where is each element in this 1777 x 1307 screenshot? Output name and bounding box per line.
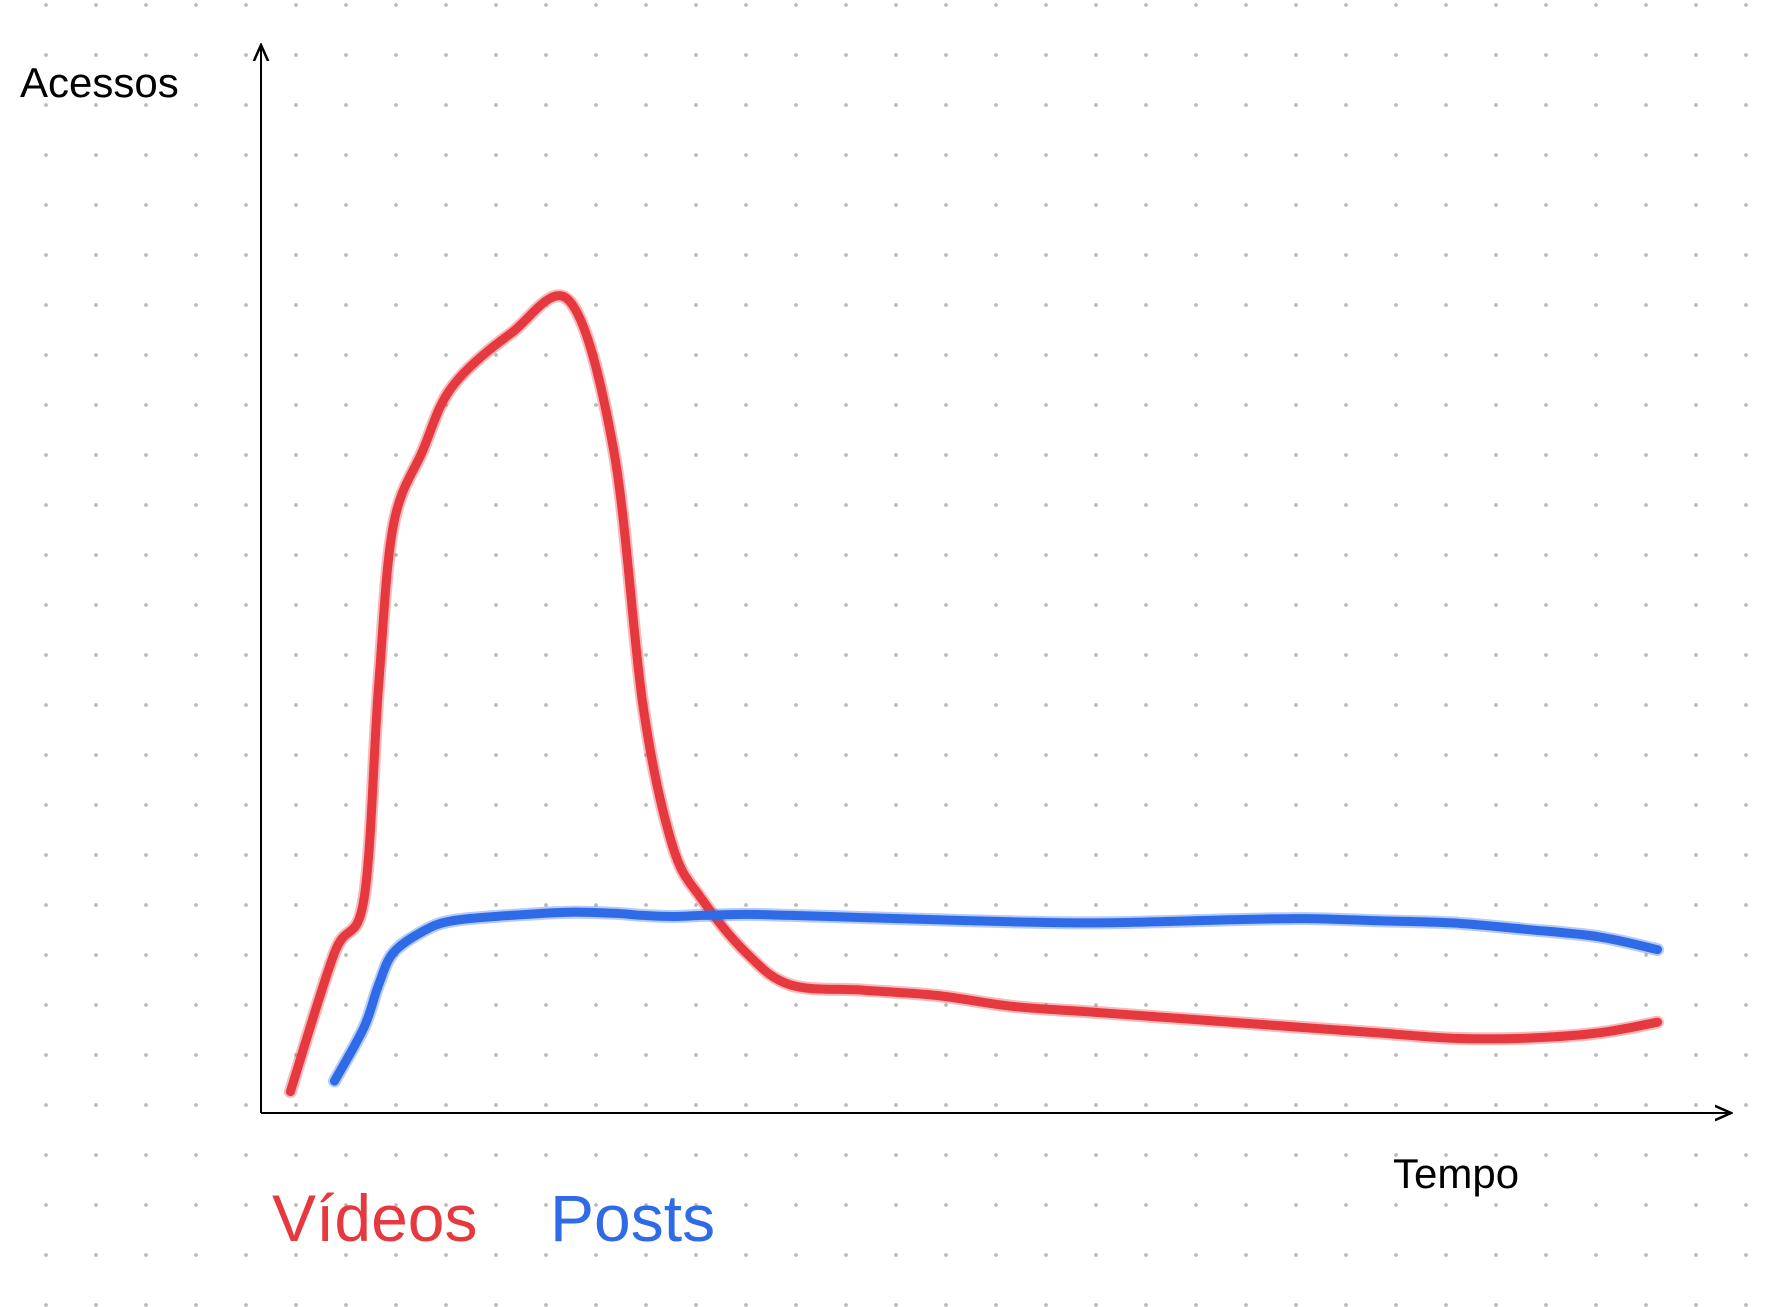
y-axis-label: Acessos — [20, 59, 179, 106]
legend-entry-videos: Vídeos — [272, 1181, 478, 1255]
series-layer — [283, 289, 1664, 1099]
series-line-videos — [285, 291, 1662, 1097]
series-line-posts — [330, 907, 1662, 1086]
x-axis-label: Tempo — [1393, 1150, 1520, 1197]
legend-entry-posts: Posts — [550, 1181, 716, 1255]
series-line-videos-texture — [283, 289, 1664, 1099]
series-line-posts-texture — [328, 905, 1664, 1088]
